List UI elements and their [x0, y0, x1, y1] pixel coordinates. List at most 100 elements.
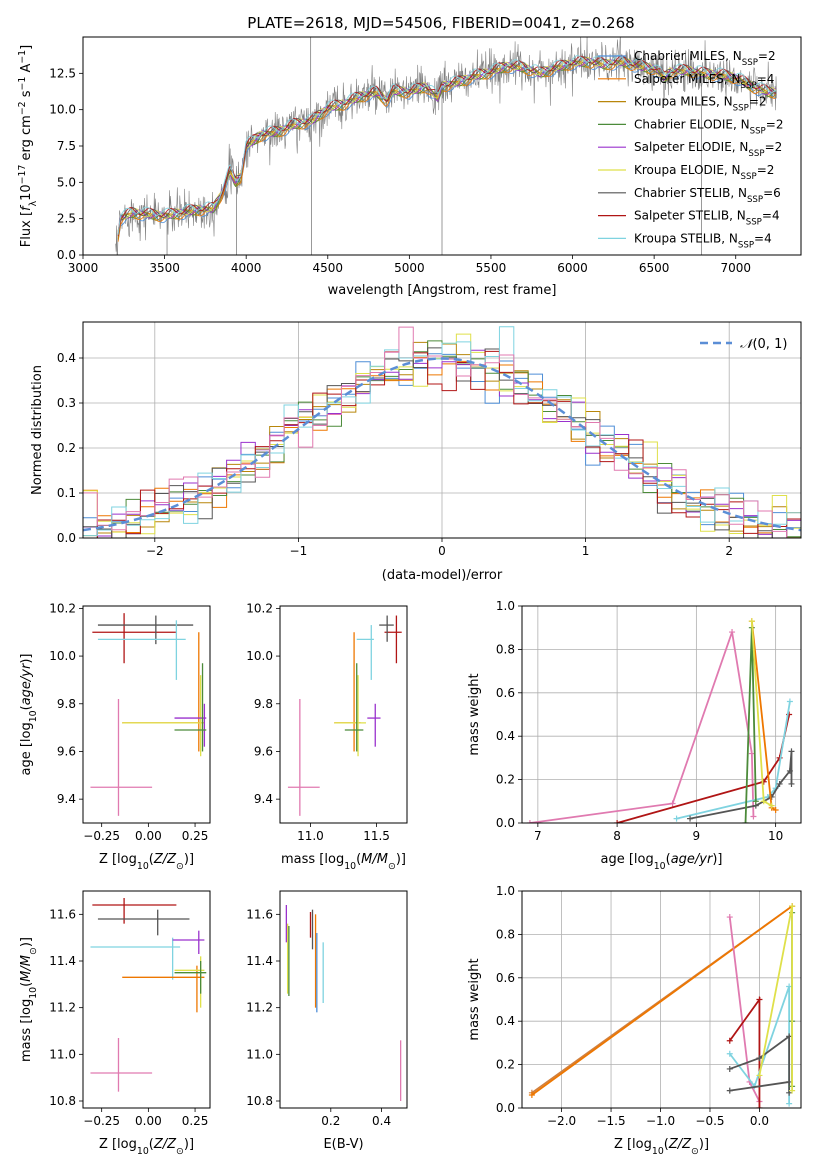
legend-label: Kroupa ELODIE, NSSP=2 [634, 163, 774, 182]
x-tick-label: 0.2 [321, 1114, 340, 1128]
plot-frame [82, 890, 211, 1109]
x-axis-label: mass [log10(M/M⊙)] [281, 852, 406, 872]
y-tick-label: 0.3 [57, 396, 76, 410]
y-tick-label: 10.0 [246, 649, 273, 663]
errorbar-point [174, 703, 207, 747]
x-tick-label: 3000 [68, 261, 99, 275]
plot-frame [82, 321, 802, 539]
x-tick-label: 6500 [639, 261, 670, 275]
x-axis-label: Z [log10(Z/Z⊙)] [99, 1137, 194, 1157]
y-tick-label: 9.6 [254, 744, 273, 758]
errorbar-point [174, 961, 207, 994]
mw-marker [726, 914, 733, 921]
mw-marker [528, 1091, 535, 1098]
x-tick-label: −2 [146, 544, 164, 558]
normal-curve [83, 357, 801, 532]
y-tick-label: 10.8 [246, 1094, 273, 1108]
y-tick-label: 9.8 [57, 697, 76, 711]
errorbar-point [122, 632, 205, 752]
model-line-salpeter-stelib [117, 55, 777, 237]
massweight-panel-7: −2.0 −1.5 −1.0 −0.5 0.0 0.0 0.2 0.4 0.6 0.8 1.0 Z [… [467, 884, 802, 1157]
x-tick-label: 0 [438, 544, 446, 558]
x-tick-label: 4500 [312, 261, 343, 275]
y-tick-label: 9.6 [57, 744, 76, 758]
x-tick-label: 5500 [476, 261, 507, 275]
x-tick-label: 8 [613, 829, 621, 843]
mw-series-line [676, 701, 791, 820]
legend-label: Chabrier MILES, NSSP=2 [634, 49, 776, 68]
errorbar-point [287, 699, 320, 816]
mw-marker [786, 1100, 793, 1107]
mw-marker [750, 813, 757, 820]
hist-step-8 [83, 326, 801, 537]
y-tick-label: 12.5 [49, 66, 76, 80]
y-tick-label: 10.8 [49, 1094, 76, 1108]
legend-label: Kroupa STELIB, NSSP=4 [634, 231, 772, 250]
y-tick-label: 11.0 [49, 1047, 76, 1061]
errorbar-point [90, 937, 181, 980]
plot-frame [279, 890, 408, 1109]
x-axis-label: Z [log10(Z/Z⊙)] [614, 1137, 709, 1157]
y-axis-label: Normed distribution [30, 365, 45, 495]
x-axis-label: Z [log10(Z/Z⊙)] [99, 852, 194, 872]
mw-marker [772, 806, 779, 813]
x-tick-label: 6000 [557, 261, 588, 275]
y-tick-label: 11.4 [246, 954, 273, 968]
mw-marker [786, 767, 793, 774]
errorbar-point [97, 620, 186, 680]
mw-marker [788, 748, 795, 755]
y-tick-label: 0.2 [496, 1058, 515, 1072]
y-axis-label: age [log10(age/yr)] [19, 653, 39, 775]
hist-step-1 [83, 356, 801, 538]
y-tick-label: 0.4 [57, 351, 76, 365]
x-tick-label: −1 [290, 544, 308, 558]
x-tick-label: 7000 [720, 261, 751, 275]
mw-marker [687, 815, 694, 822]
mw-marker [726, 1037, 733, 1044]
legend: Chabrier MILES, NSSP=2 Salpeter MILES, NS… [598, 49, 783, 250]
y-tick-label: 2.5 [57, 212, 76, 226]
mw-marker [788, 780, 795, 787]
x-tick-label: −2.0 [547, 1114, 576, 1128]
mw-marker [768, 802, 775, 809]
x-tick-label: 4000 [231, 261, 262, 275]
legend-label: 𝒩(0, 1) [740, 337, 787, 352]
x-tick-label: 3500 [149, 261, 180, 275]
y-tick-label: 0.6 [496, 971, 515, 985]
y-tick-label: 9.4 [254, 792, 273, 806]
y-tick-label: 9.4 [57, 792, 76, 806]
hist-step-7 [83, 350, 801, 538]
mw-marker [669, 800, 676, 807]
mw-marker [756, 1072, 763, 1079]
mw-marker [614, 820, 621, 823]
x-tick-label: 5000 [394, 261, 425, 275]
y-tick-label: 0.4 [496, 1014, 515, 1028]
x-tick-label: 2 [725, 544, 733, 558]
y-axis-label: Flux [fλ10−17 erg cm−2 s−1 A−1] [17, 45, 39, 247]
y-tick-label: 10.2 [246, 601, 273, 615]
mw-series-line [758, 906, 793, 1091]
y-tick-label: 0.6 [496, 686, 515, 700]
x-tick-label: 0.00 [135, 829, 162, 843]
errorbar-point [367, 703, 381, 747]
model-line-chabrier-stelib [117, 56, 777, 235]
y-tick-label: 1.0 [496, 884, 515, 898]
legend-label: Chabrier ELODIE, NSSP=2 [634, 117, 783, 136]
errorbar-panel-6: 0.2 0.4 10.8 11.0 11.2 11.4 11.6 E(B-V) [246, 890, 408, 1152]
errorbar-point [344, 663, 364, 752]
y-tick-label: 0.4 [496, 729, 515, 743]
y-tick-label: 11.6 [49, 907, 76, 921]
x-tick-label: 0.25 [182, 829, 209, 843]
mw-marker [729, 629, 736, 636]
errorbar-panel-5: −0.25 0.00 0.25 10.8 11.0 11.2 11.4 11.6 Z [log1… [19, 890, 211, 1157]
x-tick-label: 0.25 [182, 1114, 209, 1128]
errorbar-point [122, 965, 205, 1013]
legend-label: Salpeter STELIB, NSSP=4 [634, 209, 780, 228]
y-tick-label: 10.0 [49, 103, 76, 117]
x-tick-label: 1 [582, 544, 590, 558]
mw-marker [742, 820, 749, 823]
y-tick-label: 11.4 [49, 954, 76, 968]
histogram-panel: −2 −1 0 1 2 0.0 0.1 0.2 0.3 0.4 (data-model)/error… [30, 321, 802, 583]
mw-series-line [531, 905, 793, 1096]
y-tick-label: 0.0 [57, 248, 76, 262]
